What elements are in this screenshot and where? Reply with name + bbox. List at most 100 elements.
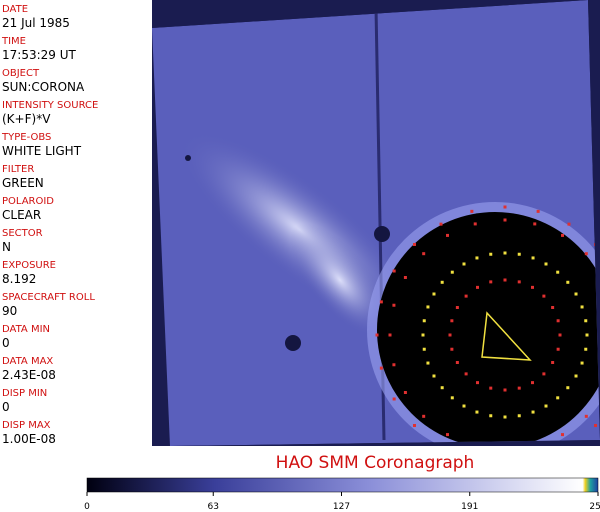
colorbar <box>86 477 599 493</box>
overlay-dot <box>450 396 454 400</box>
overlay-dot <box>558 333 562 337</box>
field-value: 0 <box>2 336 10 350</box>
field-value: 8.192 <box>2 272 36 286</box>
overlay-dot <box>503 415 507 419</box>
overlay-dot <box>464 372 468 376</box>
overlay-dot <box>584 252 588 256</box>
field-value: 2.43E-08 <box>2 368 56 382</box>
overlay-dot <box>446 433 449 437</box>
field-value: SUN:CORONA <box>2 80 85 94</box>
overlay-dot <box>476 381 479 385</box>
overlay-dot <box>388 333 392 337</box>
field-label: TIME <box>1 36 26 47</box>
overlay-dot <box>584 414 588 418</box>
overlay-dot <box>517 252 521 256</box>
overlay-dot <box>531 381 534 385</box>
title: HAO SMM Coronagraph <box>276 453 475 473</box>
overlay-dot <box>448 333 452 337</box>
overlay-dot <box>412 242 416 246</box>
overlay-dot <box>567 222 571 226</box>
overlay-dot <box>379 300 383 304</box>
overlay-dot <box>392 269 396 273</box>
overlay-dot <box>432 292 436 296</box>
overlay-dot <box>580 361 584 365</box>
overlay-dot <box>561 233 564 237</box>
colorbar-tick-label: 255 <box>589 502 600 512</box>
overlay-dot <box>544 404 548 408</box>
field-value: 0 <box>2 400 10 414</box>
overlay-dot <box>422 347 426 351</box>
overlay-dot <box>566 386 570 390</box>
overlay-dot <box>475 256 479 260</box>
overlay-dot <box>440 280 444 284</box>
field-value: CLEAR <box>2 208 41 222</box>
overlay-dot <box>422 252 426 256</box>
overlay-dot <box>489 252 493 256</box>
field-value: GREEN <box>2 176 44 190</box>
overlay-dot <box>536 209 540 213</box>
overlay-dot <box>542 372 546 376</box>
field-label: SPACECRAFT ROLL <box>2 292 95 303</box>
field-label: EXPOSURE <box>2 260 56 271</box>
overlay-dot <box>403 391 407 394</box>
overlay-dot <box>556 319 560 323</box>
field-label: INTENSITY SOURCE <box>2 100 98 111</box>
overlay-dot <box>517 414 521 418</box>
overlay-dot <box>392 363 396 367</box>
overlay-dot <box>551 361 555 364</box>
field-value: WHITE LIGHT <box>2 144 82 158</box>
overlay-dot <box>450 319 454 323</box>
overlay-dot <box>503 388 507 392</box>
overlay-dot <box>556 396 560 400</box>
overlay-dot <box>432 374 436 378</box>
overlay-dot <box>594 424 598 428</box>
overlay-dot <box>464 294 468 298</box>
overlay-dot <box>537 457 540 460</box>
overlay-dot <box>426 361 430 365</box>
overlay-dot <box>379 366 383 370</box>
field-label: DATE <box>2 4 28 15</box>
overlay-dot <box>470 209 474 213</box>
overlay-dot <box>439 222 443 226</box>
field-label: TYPE-OBS <box>1 132 51 143</box>
overlay-dot <box>489 280 493 284</box>
overlay-dot <box>503 205 507 209</box>
overlay-dot <box>422 414 426 418</box>
field-label: SECTOR <box>2 228 43 239</box>
overlay-dot <box>503 251 507 255</box>
field-label: FILTER <box>2 164 34 175</box>
field-label: DISP MIN <box>2 388 47 399</box>
overlay-dot <box>566 280 570 284</box>
overlay-dot <box>446 233 449 237</box>
overlay-dot <box>440 386 444 390</box>
overlay-dot <box>489 386 493 390</box>
field-label: POLAROID <box>2 196 54 207</box>
info-panel <box>0 0 152 446</box>
overlay-dot <box>504 462 507 465</box>
field-label: DATA MIN <box>2 324 50 335</box>
overlay-dot <box>455 306 459 309</box>
overlay-dot <box>455 361 459 364</box>
overlay-dot <box>542 294 546 298</box>
overlay-dot <box>504 449 507 452</box>
colorbar-tick-label: 63 <box>208 502 219 512</box>
field-label: DATA MAX <box>2 356 53 367</box>
overlay-dot <box>517 386 521 390</box>
overlay-dot <box>403 276 407 279</box>
field-value: 17:53:29 UT <box>2 48 76 62</box>
colorbar-tick-label: 191 <box>461 502 478 512</box>
overlay-dot <box>531 256 535 260</box>
overlay-dot <box>392 303 396 307</box>
field-value: 90 <box>2 304 17 318</box>
overlay-dot <box>574 292 578 296</box>
overlay-dot <box>462 262 466 266</box>
overlay-dot <box>412 424 416 428</box>
overlay-dot <box>556 347 560 351</box>
overlay-dot <box>544 262 548 266</box>
field-value: 1.00E-08 <box>2 432 56 446</box>
overlay-dot <box>584 347 588 351</box>
coronagraph-image <box>152 0 600 465</box>
overlay-dot <box>561 433 564 437</box>
overlay-dot <box>503 278 507 282</box>
